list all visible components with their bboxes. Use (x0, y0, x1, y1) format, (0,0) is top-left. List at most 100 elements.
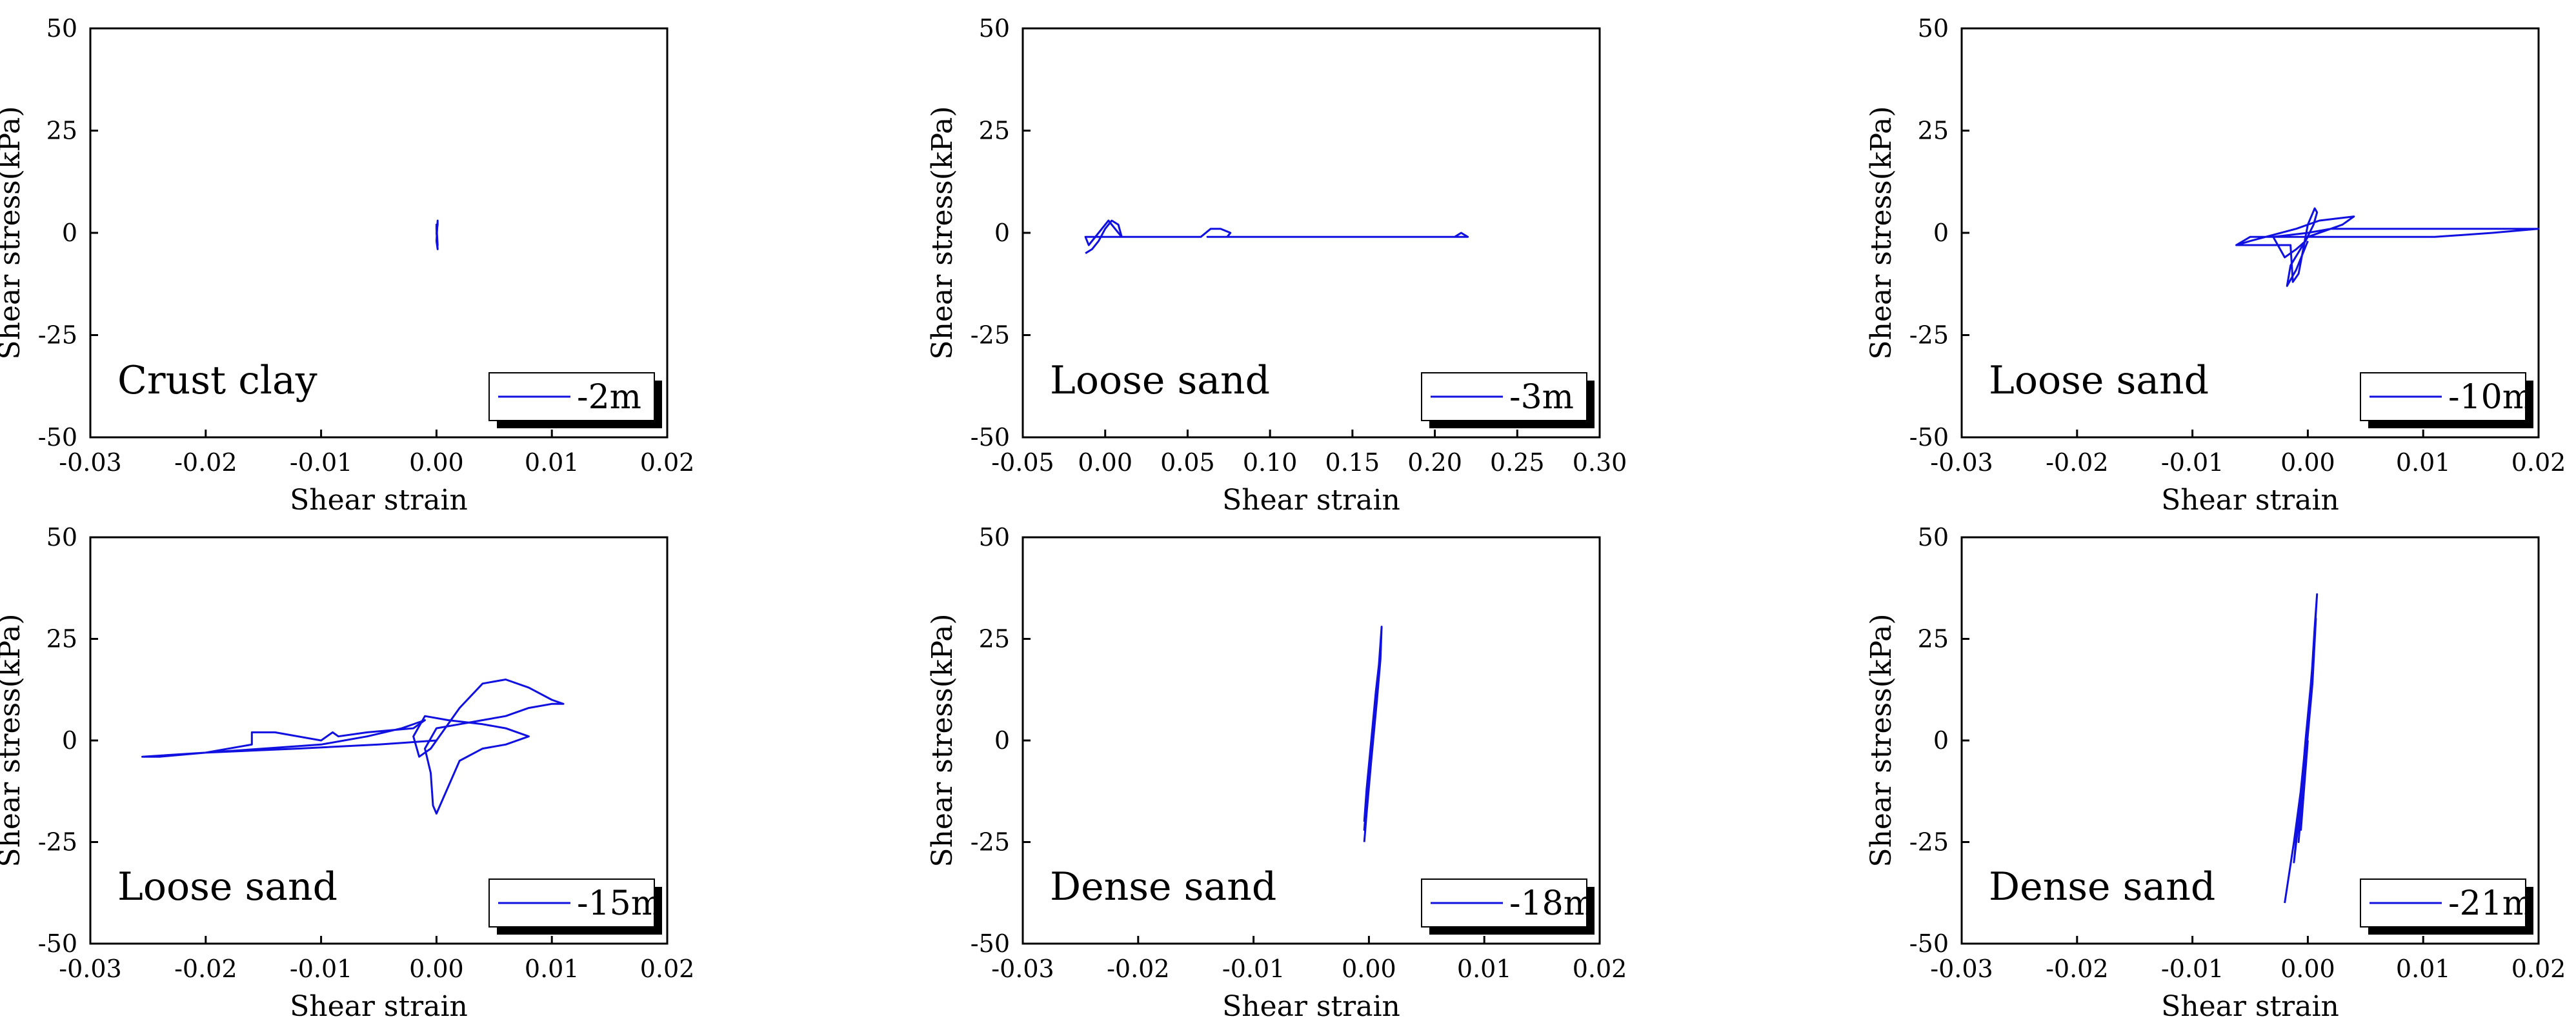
x-tick-label: -0.03 (1930, 448, 1993, 477)
y-tick-label: 25 (46, 625, 77, 653)
chart-panel: -0.05 0.00 0.05 0.10 0.15 0.20 0.25 0.30 -50 -25 0… (926, 14, 1627, 517)
x-tick-label: -0.02 (1107, 955, 1169, 983)
x-axis-label: Shear strain (290, 484, 468, 517)
x-tick-label: 0.01 (1457, 955, 1512, 983)
legend-label: -3m (1509, 378, 1574, 417)
y-tick-label: 50 (1918, 14, 1949, 43)
y-tick-label: 50 (979, 14, 1010, 43)
x-axis-label: Shear strain (2161, 484, 2339, 517)
y-tick-label: 0 (62, 219, 77, 247)
x-axis-label: Shear strain (1222, 990, 1400, 1023)
x-tick-label: -0.01 (1222, 955, 1285, 983)
x-axis-label: Shear strain (2161, 990, 2339, 1023)
y-tick-label: 25 (1918, 625, 1949, 653)
y-axis-label: Shear stress(kPa) (1865, 106, 1898, 359)
y-tick-label: -25 (1909, 321, 1949, 350)
x-tick-label: 0.02 (640, 955, 695, 983)
y-tick-label: 0 (994, 726, 1010, 755)
legend-label: -15m (577, 884, 663, 923)
y-tick-label: 50 (1918, 523, 1949, 551)
chart-panel: -0.03 -0.02 -0.01 0.00 0.01 0.02 -50 -25 0 25 50 Sh… (1865, 14, 2566, 517)
x-tick-label: -0.02 (174, 448, 237, 477)
y-tick-label: 25 (46, 117, 77, 145)
x-tick-label: 0.30 (1573, 448, 1627, 477)
y-axis-label: Shear stress(kPa) (0, 613, 26, 867)
x-tick-label: 0.02 (1573, 955, 1627, 983)
x-tick-label: 0.00 (1078, 448, 1132, 477)
legend-label: -10m (2448, 378, 2534, 417)
x-tick-label: -0.03 (59, 955, 121, 983)
x-tick-label: -0.02 (174, 955, 237, 983)
y-tick-label: -50 (1909, 423, 1949, 452)
series-line (2235, 207, 2540, 287)
y-tick-label: -25 (38, 828, 77, 857)
x-tick-label: -0.01 (290, 955, 352, 983)
soil-annotation: Crust clay (117, 358, 317, 403)
y-tick-label: 50 (979, 523, 1010, 551)
y-tick-label: 25 (979, 625, 1010, 653)
x-axis-label: Shear strain (290, 990, 468, 1023)
x-tick-label: 0.01 (525, 448, 579, 477)
x-tick-label: 0.20 (1407, 448, 1462, 477)
y-axis-label: Shear stress(kPa) (1865, 613, 1898, 867)
y-tick-label: -50 (38, 929, 77, 958)
x-tick-label: -0.01 (2161, 955, 2224, 983)
x-tick-label: 0.00 (1342, 955, 1396, 983)
chart-panel: -0.03 -0.02 -0.01 0.00 0.01 0.02 -50 -25 0 25 50 Sh… (926, 523, 1627, 1023)
x-tick-label: 0.00 (2280, 955, 2335, 983)
y-tick-label: 0 (1933, 726, 1949, 755)
series-line (1084, 219, 1469, 254)
x-tick-label: -0.03 (59, 448, 121, 477)
x-tick-label: 0.02 (2511, 448, 2566, 477)
x-tick-label: 0.00 (409, 448, 464, 477)
soil-annotation: Loose sand (1050, 358, 1270, 403)
y-axis-label: Shear stress(kPa) (0, 106, 26, 359)
y-tick-label: 0 (994, 219, 1010, 247)
y-tick-label: -50 (1909, 929, 1949, 958)
x-tick-label: 0.01 (525, 955, 579, 983)
y-tick-label: -25 (971, 828, 1010, 857)
x-tick-label: 0.01 (2396, 448, 2451, 477)
x-axis-label: Shear strain (1222, 484, 1400, 517)
x-tick-label: 0.01 (2396, 955, 2451, 983)
y-tick-label: 50 (46, 14, 77, 43)
series-line (1363, 626, 1383, 842)
x-tick-label: -0.03 (991, 955, 1054, 983)
x-tick-label: 0.05 (1160, 448, 1215, 477)
x-tick-label: -0.05 (991, 448, 1054, 477)
y-tick-label: 0 (1933, 219, 1949, 247)
x-tick-label: -0.02 (2046, 448, 2108, 477)
chart-panel: -0.03 -0.02 -0.01 0.00 0.01 0.02 -50 -25 0 25 50 Sh… (0, 14, 694, 517)
x-tick-label: -0.03 (1930, 955, 1993, 983)
y-axis-label: Shear stress(kPa) (926, 106, 959, 359)
soil-annotation: Dense sand (1050, 864, 1276, 909)
soil-annotation: Loose sand (117, 864, 337, 909)
x-tick-label: 0.02 (2511, 955, 2566, 983)
chart-panel: -0.03 -0.02 -0.01 0.00 0.01 0.02 -50 -25 0 25 50 Sh… (0, 523, 694, 1023)
legend-label: -18m (1509, 884, 1595, 923)
legend-label: -21m (2448, 884, 2534, 923)
chart-panel: -0.03 -0.02 -0.01 0.00 0.01 0.02 -50 -25 0 25 50 Sh… (1865, 523, 2566, 1023)
soil-annotation: Loose sand (1989, 358, 2209, 403)
y-tick-label: -25 (971, 321, 1010, 350)
y-tick-label: -25 (1909, 828, 1949, 857)
x-tick-label: 0.02 (640, 448, 695, 477)
y-tick-label: -25 (38, 321, 77, 350)
x-tick-label: 0.25 (1490, 448, 1545, 477)
y-tick-label: 0 (62, 726, 77, 755)
x-tick-label: 0.15 (1325, 448, 1380, 477)
x-tick-label: -0.02 (2046, 955, 2108, 983)
soil-annotation: Dense sand (1989, 864, 2215, 909)
y-tick-label: -50 (38, 423, 77, 452)
y-tick-label: 50 (46, 523, 77, 551)
y-axis-label: Shear stress(kPa) (926, 613, 959, 867)
y-tick-label: -50 (971, 423, 1010, 452)
series-line (435, 219, 439, 250)
y-tick-label: 25 (1918, 117, 1949, 145)
x-tick-label: -0.01 (2161, 448, 2224, 477)
legend-label: -2m (577, 378, 641, 417)
x-tick-label: -0.01 (290, 448, 352, 477)
y-tick-label: -50 (971, 929, 1010, 958)
x-tick-label: 0.00 (409, 955, 464, 983)
